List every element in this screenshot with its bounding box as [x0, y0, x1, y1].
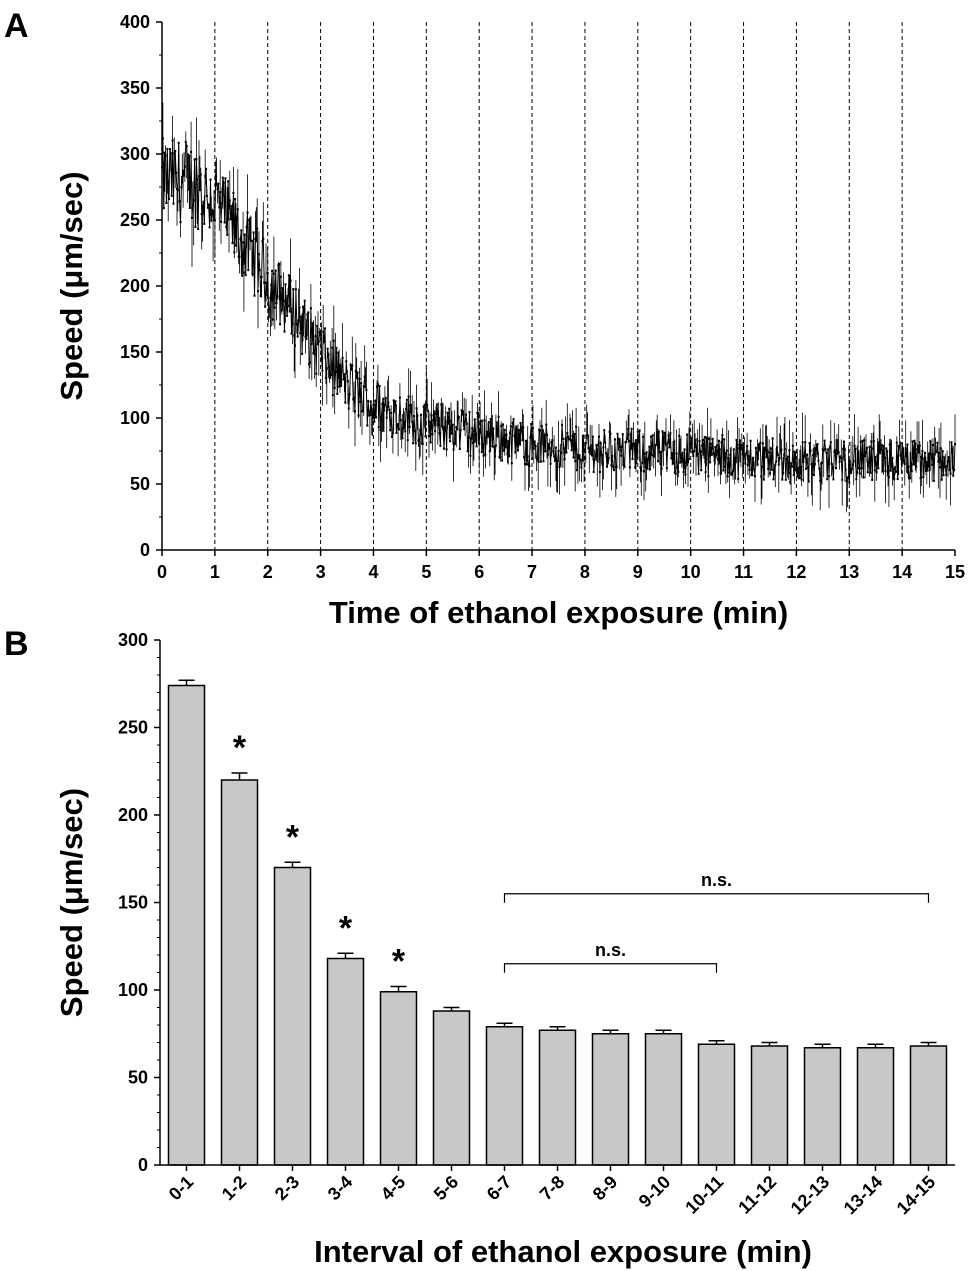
panel-b-x-tick-label: 9-10: [635, 1172, 675, 1212]
panel-a-y-tick-label: 0: [140, 540, 150, 560]
panel-b-x-axis-title: Interval of ethanol exposure (min): [314, 1234, 812, 1269]
panel-a-y-tick-label: 100: [120, 408, 150, 428]
panel-b-y-tick-label: 100: [118, 980, 148, 1000]
panel-b-x-tick-label: 4-5: [377, 1172, 410, 1205]
panel-a-y-tick-label: 350: [120, 78, 150, 98]
panel-a-x-tick-label: 5: [421, 562, 431, 582]
panel-a-y-tick-label: 150: [120, 342, 150, 362]
panel-b-bar: [591, 1033, 630, 1166]
panel-b-bar: [485, 1026, 524, 1166]
panel-a-x-tick-label: 6: [474, 562, 484, 582]
panel-b-bars: [167, 679, 948, 1166]
panel-b-x-tick-label: 3-4: [324, 1172, 357, 1205]
panel-b-bar: [856, 1047, 895, 1166]
panel-a-x-tick-label: 9: [633, 562, 643, 582]
panel-b-y-tick-label: 0: [138, 1155, 148, 1175]
panel-b-x-tick-label: 5-6: [430, 1172, 463, 1205]
panel-b-x-tick-label: 14-15: [893, 1172, 940, 1219]
panel-b-bracket-label: n.s.: [595, 940, 626, 960]
panel-b-y-tick-label: 50: [128, 1068, 148, 1088]
panel-b-x-tick-label: 7-8: [536, 1172, 569, 1205]
panel-b-bar: [379, 991, 418, 1166]
panel-b-bar: [432, 1010, 471, 1166]
panel-b-bracket-label: n.s.: [701, 870, 732, 890]
panel-b-x-tick-label: 0-1: [165, 1172, 198, 1205]
panel-a-x-tick-label: 10: [681, 562, 701, 582]
panel-b-significance-marker: *: [286, 818, 300, 856]
panel-b-x-tick-label: 10-11: [681, 1172, 727, 1218]
panel-b-bar: [273, 866, 312, 1166]
panel-a-x-tick-label: 14: [892, 562, 912, 582]
panel-b-x-tick-label: 11-12: [734, 1172, 780, 1218]
panel-b-annotations: * * * * n.s. n.s.: [233, 729, 930, 981]
panel-b-bar: [326, 957, 365, 1166]
panel-a-gridlines: [214, 22, 903, 550]
panel-b-bar: [697, 1043, 736, 1166]
panel-b-bar: [803, 1047, 842, 1166]
panel-a-x-tick-label: 2: [263, 562, 273, 582]
panel-a-y-tick-label: 300: [120, 144, 150, 164]
panel-b-x-tick-label: 1-2: [218, 1172, 251, 1205]
panel-b-comparison-bracket: [503, 893, 930, 903]
panel-a-x-tick-label: 0: [157, 562, 167, 582]
panel-b-letter: B: [4, 625, 29, 663]
panel-b-bar-chart: 0 50 100 150 200 250 300 0-1 1-2 2-3 3-4 4-5 5-6 6-7 7…: [54, 630, 955, 1269]
panel-a-x-tick-label: 8: [580, 562, 590, 582]
panel-b-x-tick-label: 12-13: [787, 1172, 834, 1219]
panel-b-x-tick-label: 8-9: [589, 1172, 622, 1205]
panel-b-significance-marker: *: [339, 909, 353, 947]
panel-b-bar: [538, 1029, 577, 1166]
panel-b-y-axis-title: Speed (μm/sec): [54, 788, 89, 1017]
panel-b-bar: [644, 1033, 683, 1166]
panel-a-y-tick-label: 250: [120, 210, 150, 230]
panel-b-y-tick-label: 250: [118, 718, 148, 738]
panel-b-x-tick-label: 6-7: [483, 1172, 516, 1205]
panel-a-series: [161, 102, 956, 513]
panel-a-x-tick-label: 7: [527, 562, 537, 582]
panel-b-bar: [909, 1045, 948, 1166]
panel-a-letter: A: [4, 7, 29, 45]
panel-a-y-tick-label: 200: [120, 276, 150, 296]
panel-b-bar: [220, 779, 259, 1166]
panel-a-x-tick-label: 15: [945, 562, 965, 582]
panel-b-significance-marker: *: [392, 943, 406, 981]
panel-a-y-tick-label: 50: [130, 474, 150, 494]
panel-a-x-tick-label: 12: [786, 562, 806, 582]
panel-b-significance-marker: *: [233, 729, 247, 767]
panel-b-comparison-bracket: [503, 963, 718, 973]
panel-a-x-tick-label: 3: [316, 562, 326, 582]
panel-b-x-tick-label: 13-14: [840, 1172, 887, 1219]
panel-a-y-tick-label: 400: [120, 12, 150, 32]
panel-a-x-axis-title: Time of ethanol exposure (min): [329, 595, 788, 630]
panel-a-y-axis-title: Speed (μm/sec): [54, 171, 89, 400]
panel-b-y-tick-label: 200: [118, 805, 148, 825]
panel-a-x-tick-label: 11: [734, 562, 753, 582]
panel-b-bar: [750, 1045, 789, 1166]
panel-a-x-tick-label: 4: [368, 562, 378, 582]
panel-a-x-tick-label: 13: [839, 562, 859, 582]
panel-b-y-tick-label: 300: [118, 630, 148, 650]
panel-b-x-tick-label: 2-3: [271, 1172, 304, 1205]
panel-b-y-tick-label: 150: [118, 893, 148, 913]
panel-b-bar: [167, 684, 206, 1166]
panel-a-x-tick-label: 1: [210, 562, 220, 582]
